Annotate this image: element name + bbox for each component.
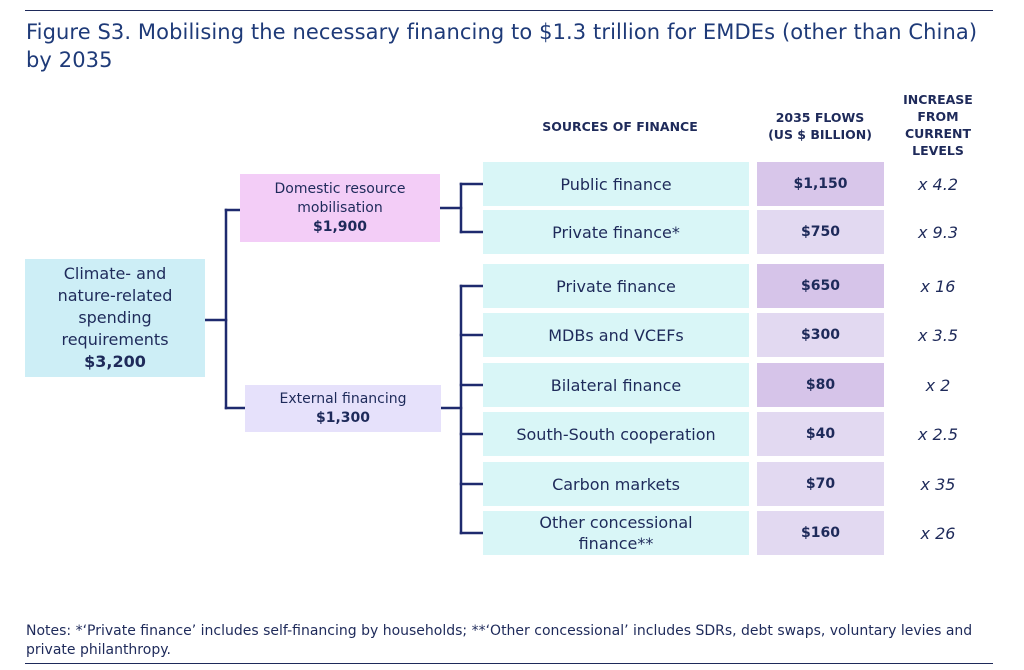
- source-mdbs-vcefs: MDBs and VCEFs: [483, 313, 749, 357]
- domestic-node: Domestic resource mobilisation $1,900: [240, 174, 440, 242]
- root-line2: nature-related: [57, 286, 173, 305]
- increase-value: x 16: [920, 276, 956, 296]
- increase-value: x 35: [920, 474, 956, 494]
- header-increase-line2: FROM: [917, 109, 959, 124]
- bottom-rule: [25, 663, 993, 664]
- source-public-finance: Public finance: [483, 162, 749, 206]
- domestic-line1: Domestic resource: [274, 180, 406, 197]
- domestic-value: $1,900: [312, 218, 368, 235]
- increase-value: x 4.2: [918, 174, 958, 194]
- flow-value: $160: [757, 511, 884, 555]
- source-private-finance-domestic: Private finance*: [483, 210, 749, 254]
- domestic-line2: mobilisation: [297, 199, 383, 216]
- flow-value: $40: [757, 412, 884, 456]
- flow-value: $1,150: [757, 162, 884, 206]
- flow-value: $650: [757, 264, 884, 308]
- increase-value: x 3.5: [918, 325, 958, 345]
- header-increase-line3: CURRENT: [904, 126, 972, 141]
- root-line1: Climate- and: [63, 264, 167, 283]
- source-south-south: South-South cooperation: [483, 412, 749, 456]
- increase-value: x 2: [925, 375, 951, 395]
- header-increase: INCREASE FROM CURRENT LEVELS: [896, 91, 980, 159]
- figure-notes: Notes: *‘Private finance’ includes self-…: [26, 623, 973, 658]
- source-bilateral-finance: Bilateral finance: [483, 363, 749, 407]
- root-node: Climate- and nature-related spending req…: [25, 259, 205, 377]
- external-value: $1,300: [315, 409, 371, 426]
- flow-value: $750: [757, 210, 884, 254]
- header-flows-line2: (US $ BILLION): [768, 127, 872, 142]
- root-value: $3,200: [84, 352, 146, 371]
- external-line1: External financing: [279, 390, 407, 407]
- increase-value: x 26: [920, 523, 956, 543]
- source-other-concessional: Other concessional finance**: [483, 511, 749, 555]
- header-increase-line1: INCREASE: [903, 92, 973, 107]
- top-rule: [25, 10, 993, 11]
- increase-value: x 2.5: [918, 424, 958, 444]
- header-flows-line1: 2035 FLOWS: [775, 110, 865, 125]
- root-line4: requirements: [61, 330, 169, 349]
- header-sources: SOURCES OF FINANCE: [542, 119, 698, 134]
- root-line3: spending: [78, 308, 152, 327]
- header-increase-line4: LEVELS: [912, 143, 964, 158]
- source-carbon-markets: Carbon markets: [483, 462, 749, 506]
- flow-value: $70: [757, 462, 884, 506]
- figure-title: Figure S3. Mobilising the necessary fina…: [26, 20, 978, 72]
- header-flows: 2035 FLOWS (US $ BILLION): [752, 109, 888, 143]
- flow-value: $300: [757, 313, 884, 357]
- flow-value: $80: [757, 363, 884, 407]
- increase-value: x 9.3: [918, 222, 958, 242]
- source-other-concessional-line1: Other concessional: [539, 513, 693, 532]
- source-private-finance-external: Private finance: [483, 264, 749, 308]
- external-node: External financing $1,300: [245, 385, 441, 432]
- source-other-concessional-line2: finance**: [578, 534, 654, 553]
